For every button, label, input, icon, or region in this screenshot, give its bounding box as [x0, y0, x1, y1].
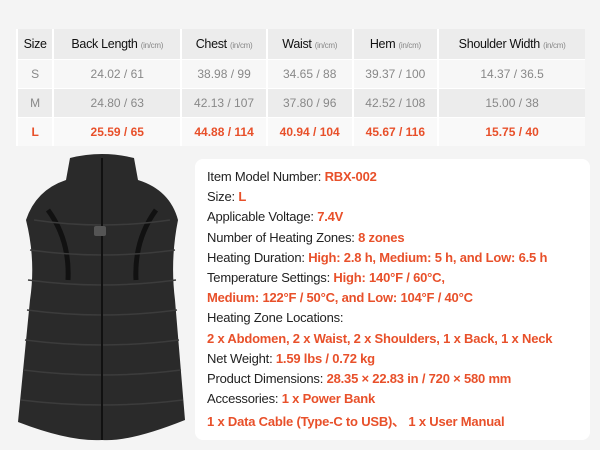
spec-value: L [238, 189, 247, 205]
table-cell: 34.65 / 88 [265, 59, 353, 89]
spec-line: Heating Zone Locations: [207, 310, 344, 326]
spec-line: Product Dimensions: 28.35 × 22.83 in / 7… [207, 371, 511, 386]
table-row: L 25.59 / 65 44.88 / 114 40.94 / 104 45.67 /… [15, 117, 585, 146]
header-label: Waist [282, 37, 312, 51]
spec-value: Medium: 122°F / 50°C, and Low: 104°F / 4… [207, 290, 473, 306]
table-cell: 39.37 / 100 [351, 59, 439, 89]
header-unit: (in/cm) [230, 41, 253, 50]
table-cell: 25.59 / 65 [52, 117, 182, 146]
spec-line: Net Weight: 1.59 lbs / 0.72 kg [207, 351, 375, 366]
column-header: Hem (in/cm) [351, 29, 439, 60]
heated-vest-image [18, 154, 185, 441]
column-header: Chest (in/cm) [180, 29, 267, 60]
spec-label: Accessories: [207, 391, 282, 407]
table-cell: 14.37 / 36.5 [437, 59, 585, 89]
table-cell: 42.52 / 108 [351, 88, 439, 118]
spec-value: 1 x Power Bank [281, 391, 376, 407]
header-label: Size [23, 37, 47, 51]
spec-value: 1.59 lbs / 0.72 kg [275, 350, 375, 366]
spec-line: Applicable Voltage: 7.4V [207, 209, 343, 224]
header-label: Chest [195, 37, 227, 51]
table-cell: 24.80 / 63 [52, 88, 182, 118]
spec-label: Product Dimensions: [207, 371, 327, 386]
column-header: Waist (in/cm) [265, 29, 353, 60]
spec-line: Size: L [207, 189, 246, 204]
table-cell: 37.80 / 96 [265, 88, 353, 118]
header-label: Shoulder Width [458, 37, 541, 51]
table-cell: 45.67 / 116 [351, 117, 439, 146]
table-cell: 38.98 / 99 [180, 59, 267, 89]
spec-value: High: 140°F / 60°C, [333, 270, 445, 285]
header-unit: (in/cm) [314, 41, 338, 50]
spec-value: 8 zones [358, 229, 405, 245]
header-label: Hem [369, 37, 396, 51]
table-cell: 44.88 / 114 [180, 117, 267, 146]
header-unit: (in/cm) [398, 41, 422, 50]
spec-label: Net Weight: [207, 350, 276, 366]
spec-value: 2 x Abdomen, 2 x Waist, 2 x Shoulders, 1… [207, 330, 553, 346]
table-cell: L [15, 117, 54, 146]
spec-label: Applicable Voltage: [207, 209, 318, 225]
spec-value: 28.35 × 22.83 in / 720 × 580 mm [326, 371, 512, 386]
spec-label: Temperature Settings: [207, 270, 334, 285]
table-row: S 24.02 / 61 38.98 / 99 34.65 / 88 39.37 / 1… [15, 59, 585, 89]
header-unit: (in/cm) [140, 41, 164, 50]
column-header: Shoulder Width (in/cm) [437, 29, 585, 60]
spec-line: 1 x Data Cable (Type-C to USB)、 1 x User… [207, 411, 505, 430]
header-label: Back Length [71, 37, 138, 51]
table-cell: 42.13 / 107 [180, 88, 267, 118]
spec-label: Number of Heating Zones: [207, 229, 359, 245]
power-button-icon [94, 226, 106, 236]
spec-value: RBX-002 [324, 169, 377, 184]
spec-value: High: 2.8 h, Medium: 5 h, and Low: 6.5 h [308, 249, 548, 265]
spec-label: Heating Zone Locations: [207, 310, 344, 326]
table-row: M 24.80 / 63 42.13 / 107 37.80 / 96 42.52 / … [15, 88, 585, 118]
spec-line: Number of Heating Zones: 8 zones [207, 229, 405, 245]
spec-line: Medium: 122°F / 50°C, and Low: 104°F / 4… [207, 290, 473, 305]
spec-line: Item Model Number: RBX-002 [207, 169, 377, 184]
specs-card: Item Model Number: RBX-002 Size: L Applica… [195, 159, 590, 440]
spec-value: 7.4V [317, 209, 344, 225]
size-chart-table: Size Back Length (in/cm) Chest (in/cm) Wai… [15, 29, 585, 146]
table-cell: M [15, 88, 54, 118]
spec-line: Heating Duration: High: 2.8 h, Medium: 5… [207, 250, 547, 265]
spec-line: Temperature Settings: High: 140°F / 60°C… [207, 270, 445, 285]
spec-line: Accessories: 1 x Power Bank [207, 391, 375, 406]
spec-label: Size: [207, 189, 239, 205]
column-header: Back Length (in/cm) [52, 29, 182, 60]
column-header: Size [15, 29, 54, 60]
spec-label: Heating Duration: [207, 249, 309, 265]
header-unit: (in/cm) [543, 41, 566, 50]
table-cell: 24.02 / 61 [52, 59, 182, 89]
table-cell: 15.00 / 38 [437, 88, 585, 118]
spec-label: Item Model Number: [207, 169, 325, 184]
table-cell: 15.75 / 40 [437, 117, 585, 146]
spec-line: 2 x Abdomen, 2 x Waist, 2 x Shoulders, 1… [207, 331, 552, 346]
spec-value: 1 x Data Cable (Type-C to USB)、 1 x User… [207, 414, 505, 430]
table-cell: S [15, 59, 54, 89]
table-cell: 40.94 / 104 [265, 117, 353, 146]
